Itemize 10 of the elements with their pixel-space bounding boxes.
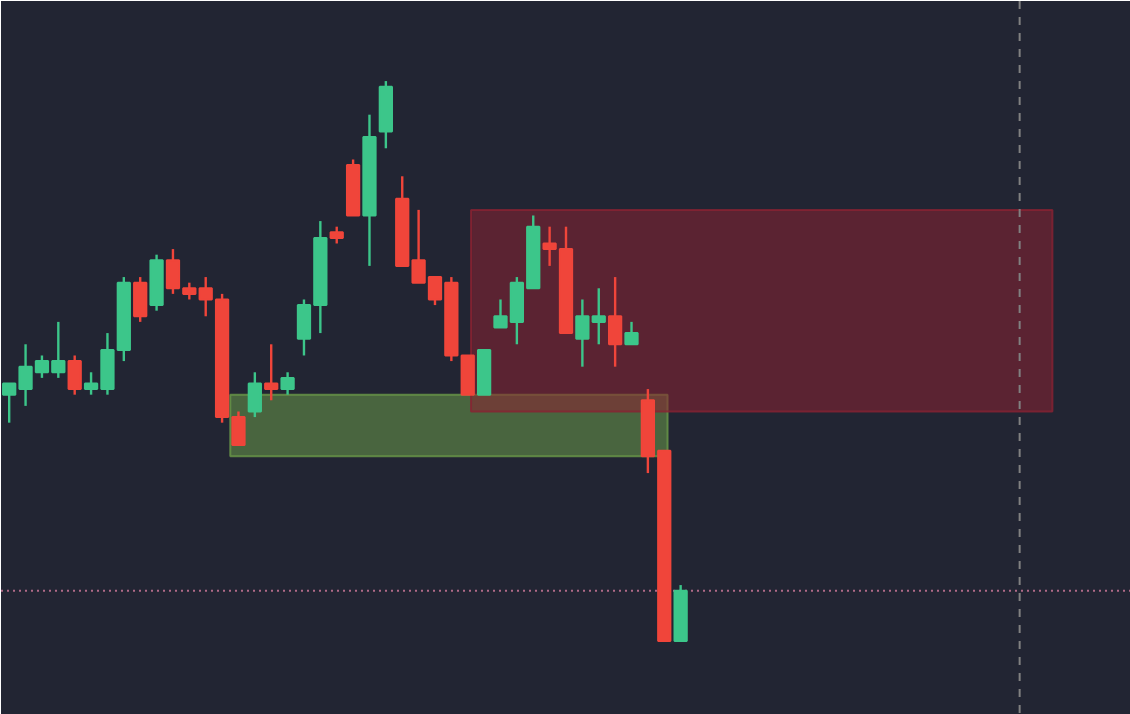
candlestick: [264, 343, 279, 402]
candlestick: [133, 275, 148, 324]
candlestick: [378, 79, 393, 150]
candlestick: [149, 253, 164, 312]
candlestick: [476, 348, 492, 396]
candlestick: [624, 320, 639, 346]
candlestick: [607, 275, 623, 368]
candlestick: [280, 371, 295, 396]
candlestick: [67, 354, 82, 396]
candlestick: [247, 371, 262, 419]
